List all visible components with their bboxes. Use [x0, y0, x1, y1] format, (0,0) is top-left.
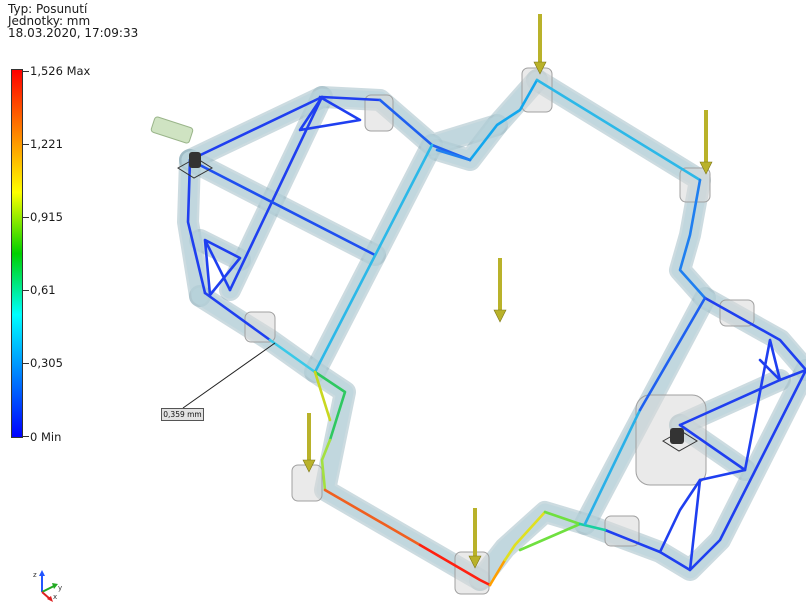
displacement-line	[488, 558, 507, 587]
frame-beams-inner	[179, 71, 806, 589]
legend-tick	[23, 363, 29, 364]
displacement-line	[298, 95, 362, 132]
load-arrow[interactable]	[302, 413, 316, 473]
y-axis-line	[41, 585, 55, 593]
displacement-line	[535, 78, 702, 182]
fixed-supports[interactable]	[150, 116, 698, 452]
displacement-line	[186, 158, 207, 295]
displacement-line	[313, 143, 434, 374]
x-axis-label: x	[53, 593, 57, 601]
result-type-label: Typ: Posunutí	[8, 2, 88, 16]
z-axis-arrow	[39, 570, 45, 576]
load-arrow[interactable]	[468, 508, 482, 569]
result-timestamp: 18.03.2020, 17:09:33	[8, 26, 139, 40]
probe-value-label[interactable]: 0,359 mm	[161, 408, 204, 421]
displacement-line	[203, 291, 272, 342]
displacement-line	[320, 438, 332, 492]
displacement-line	[203, 238, 242, 297]
fixed-support-pin	[670, 428, 684, 444]
probe-leader-line	[182, 342, 276, 409]
legend-tick-label: 1,221	[30, 137, 63, 151]
displacement-line	[435, 148, 472, 162]
displacement-line	[503, 510, 547, 562]
load-arrow[interactable]	[699, 110, 713, 175]
displacement-line	[323, 488, 422, 547]
y-axis-arrow	[52, 583, 58, 589]
displacement-line	[698, 338, 782, 482]
legend-tick	[23, 290, 29, 291]
frame-beams	[177, 69, 806, 591]
shaft-stub	[150, 116, 194, 144]
displacement-line	[658, 478, 702, 572]
displacement-line	[638, 296, 707, 412]
load-arrows[interactable]	[302, 14, 713, 569]
legend-tick	[23, 71, 29, 72]
color-legend-bar	[11, 69, 23, 438]
displacement-line	[468, 78, 539, 162]
displacement-line	[313, 370, 332, 422]
connector-plate	[521, 67, 553, 113]
connector-plate	[244, 311, 276, 343]
load-arrow[interactable]	[533, 14, 547, 75]
legend-tick-label: 0,915	[30, 210, 63, 224]
displacement-line	[678, 296, 806, 427]
z-axis-label: z	[33, 571, 37, 579]
fixed-support-pin	[189, 152, 201, 168]
y-axis-label: y	[58, 584, 62, 592]
connector-plate	[454, 551, 490, 595]
displacement-line	[313, 370, 347, 442]
displacement-line	[678, 423, 747, 472]
load-arrow[interactable]	[493, 258, 507, 323]
legend-tick-label: 0,61	[30, 283, 56, 297]
displacement-line	[578, 522, 607, 532]
x-axis-arrow	[47, 596, 53, 602]
legend-tick	[23, 436, 29, 437]
connector-plate	[291, 464, 323, 502]
displacement-line	[188, 158, 377, 257]
displacement-lines	[186, 78, 806, 587]
displacement-line	[418, 543, 492, 587]
displacement-line	[678, 178, 707, 300]
legend-tick	[23, 217, 29, 218]
legend-max-label: 1,526 Max	[30, 64, 91, 78]
result-info: Typ: Posunutí Jednotky: mm 18.03.2020, 1…	[8, 3, 138, 39]
displacement-line	[268, 338, 317, 374]
result-units-label: Jednotky: mm	[8, 14, 91, 28]
beam	[528, 71, 806, 379]
displacement-line	[583, 408, 642, 526]
legend-tick-label: 0,305	[30, 356, 63, 370]
legend-min-label: 0 Min	[30, 430, 62, 444]
view-triad[interactable]: z y x	[30, 568, 66, 604]
legend-tick	[23, 144, 29, 145]
